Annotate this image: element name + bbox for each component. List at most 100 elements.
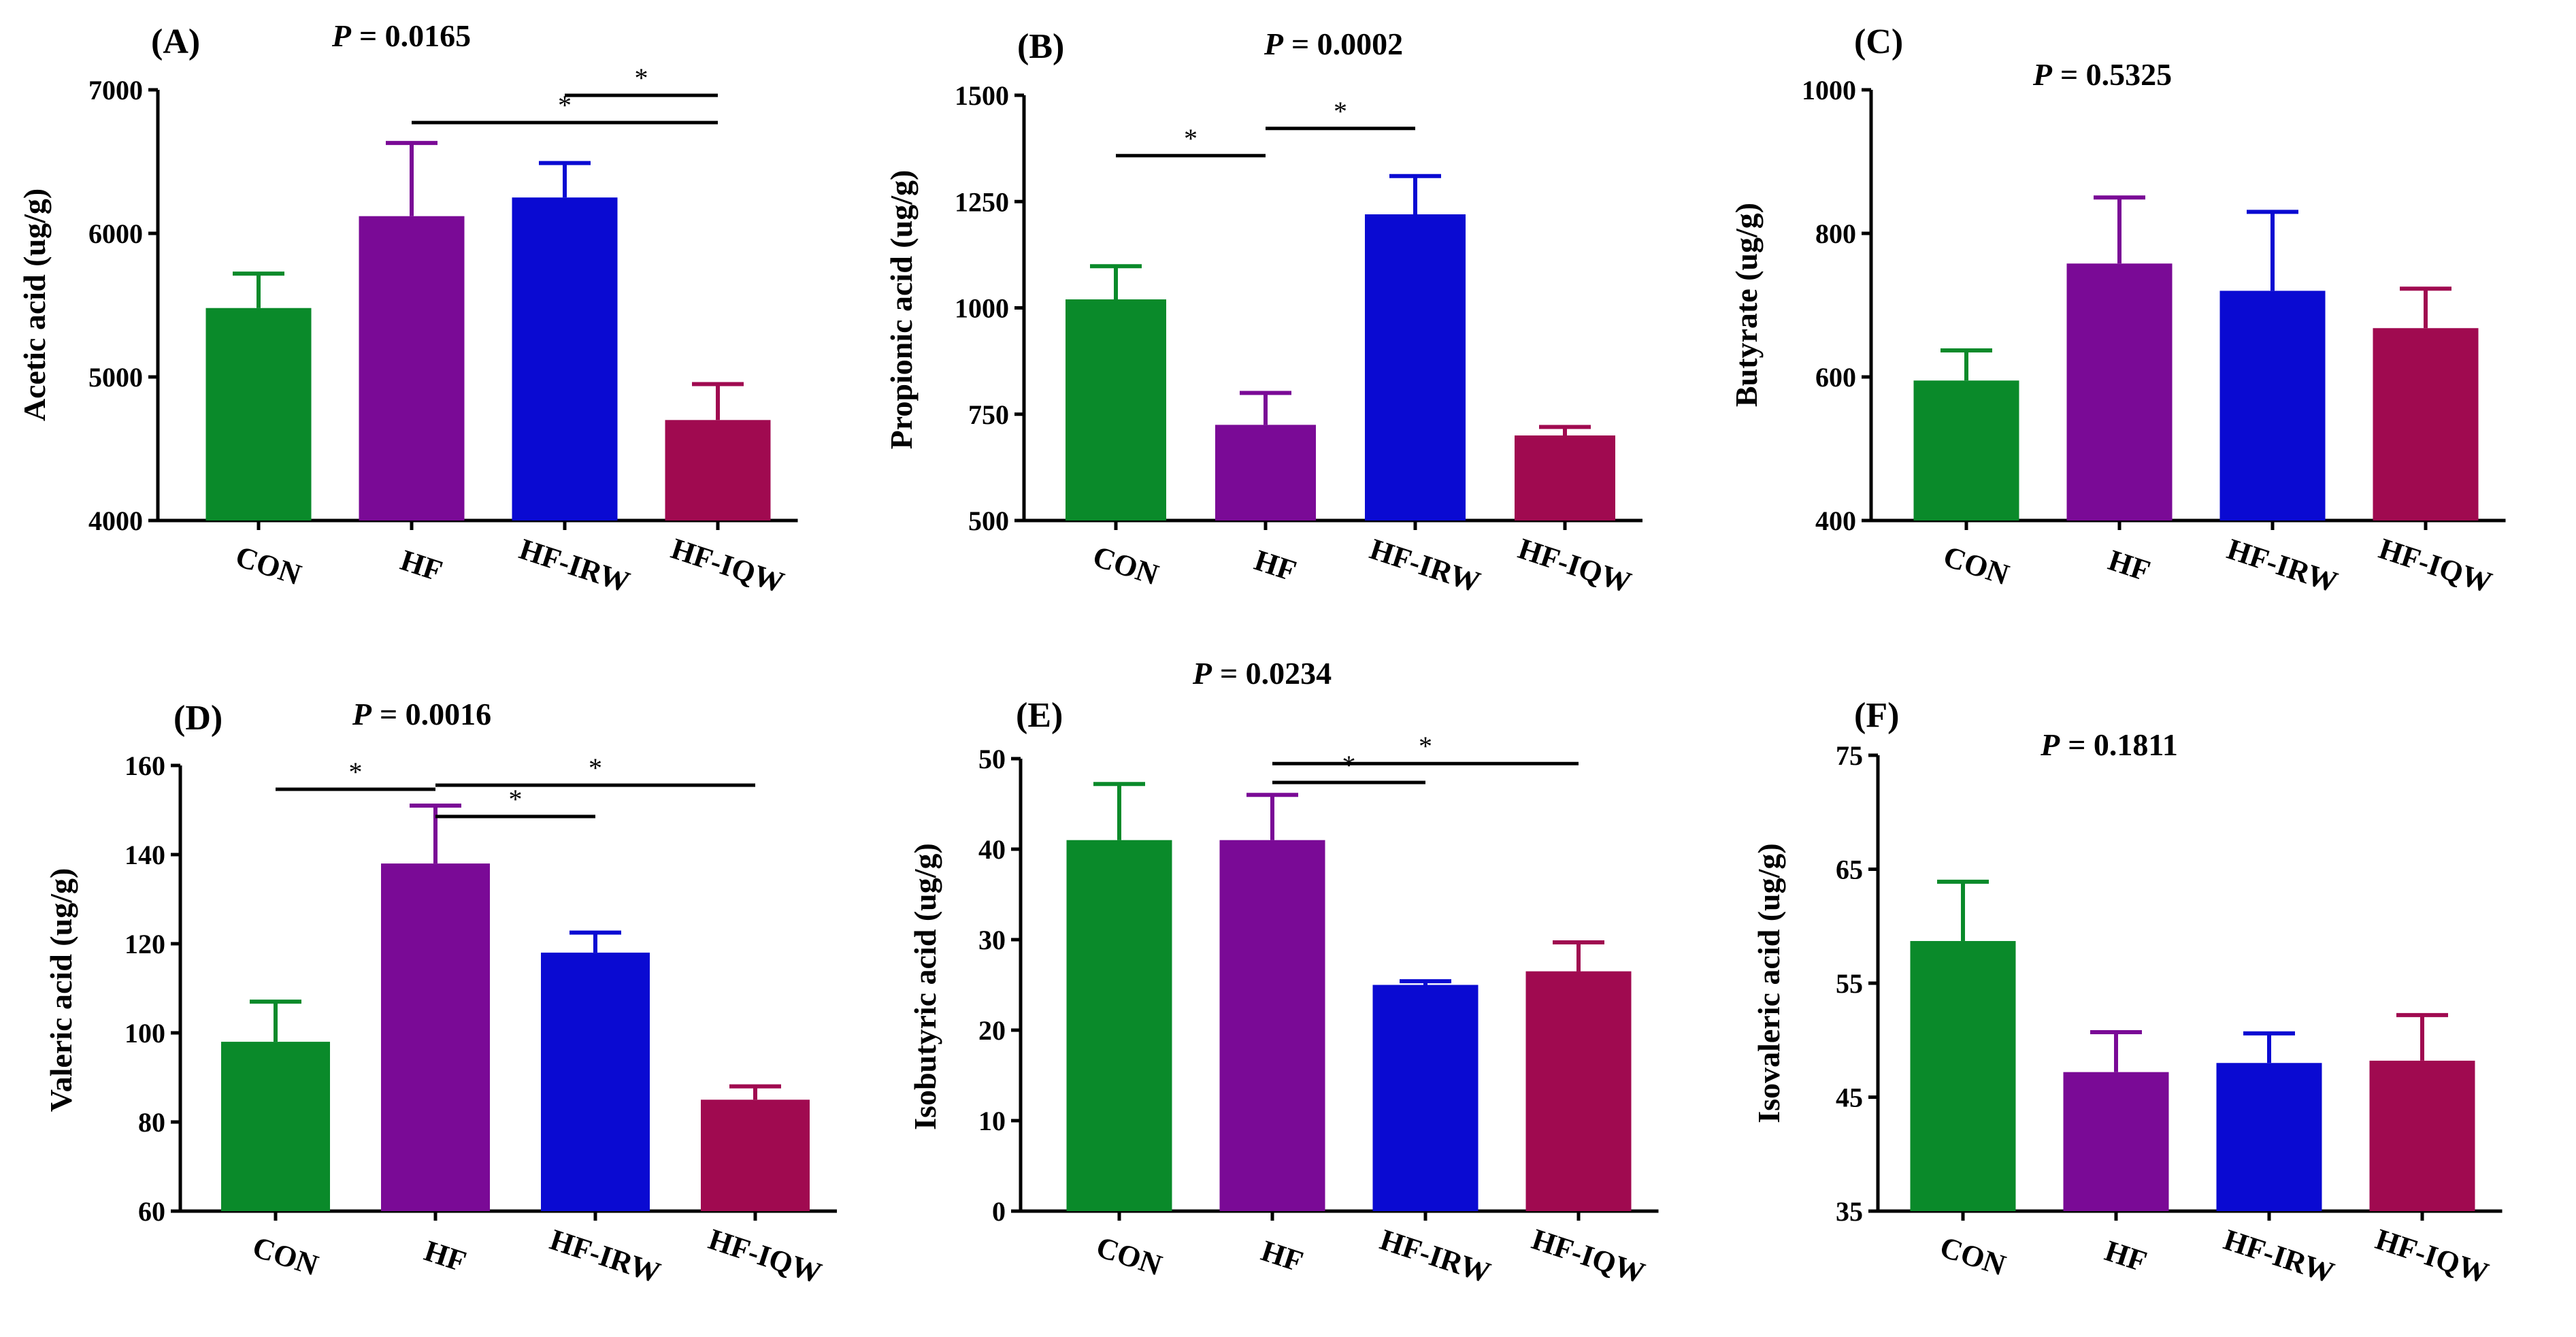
y-tick-label: 1000	[1802, 75, 1856, 105]
significance-star: *	[509, 784, 523, 814]
p-value: P = 0.1811	[2040, 727, 2178, 762]
y-tick-label: 140	[125, 840, 165, 870]
bar-hf-irw	[2219, 291, 2326, 521]
category-label: HF-IQW	[1528, 1222, 1649, 1289]
panel-label: (C)	[1854, 22, 1903, 61]
category-label: HF-IRW	[546, 1223, 664, 1289]
bar-hf-iqw	[2373, 328, 2479, 521]
panel-label: (D)	[174, 699, 222, 738]
y-tick-label: 20	[978, 1015, 1006, 1046]
bar-hf	[381, 863, 490, 1211]
y-tick-label: 45	[1836, 1083, 1863, 1113]
panel-c: (C) P = 0.5325 Butyrate (ug/g) 400 600 800 1000…	[1729, 22, 2506, 599]
p-value-number: = 0.0016	[380, 697, 491, 731]
p-label: P	[1264, 27, 1284, 61]
bar-con	[205, 308, 312, 521]
p-value-number: = 0.0165	[359, 18, 471, 53]
y-tick-label: 1000	[955, 293, 1009, 324]
p-label: P	[352, 697, 372, 731]
y-tick-label: 600	[1815, 362, 1856, 393]
panel-d: (D) P = 0.0016 Valeric acid (ug/g) 60 80 100 12…	[44, 697, 837, 1290]
category-label: HF-IQW	[2372, 1222, 2493, 1289]
panel-label: (F)	[1854, 696, 1899, 735]
y-tick-label: 7000	[88, 75, 143, 105]
bar-hf-irw	[1372, 985, 1479, 1211]
y-tick-label: 10	[978, 1106, 1006, 1136]
bar-hf-iqw	[1515, 435, 1615, 521]
p-value-number: = 0.0234	[1220, 656, 1332, 691]
y-tick-label: 5000	[88, 362, 143, 393]
significance-star: *	[1184, 123, 1198, 154]
significance-star: *	[589, 753, 602, 783]
y-tick-label: 30	[978, 925, 1006, 955]
y-tick-label: 1500	[955, 80, 1009, 111]
category-label: HF	[2104, 543, 2154, 587]
bar-hf-irw	[541, 953, 650, 1211]
y-tick-label: 800	[1815, 218, 1856, 249]
significance-star: *	[558, 90, 572, 120]
category-label: CON	[1939, 540, 2013, 592]
significance-star: *	[349, 757, 363, 787]
p-value: P = 0.0002	[1264, 27, 1403, 61]
bar-hf-iqw	[665, 420, 771, 521]
panel-e: (E) P = 0.0234 Isobutyric acid (ug/g) 0 10 20 3…	[908, 656, 1659, 1290]
p-value: P = 0.0016	[352, 697, 491, 731]
category-label: CON	[1092, 1230, 1166, 1283]
y-axis-label: Propionic acid (ug/g)	[884, 170, 919, 450]
category-label: CON	[231, 540, 305, 592]
panel-label: (A)	[151, 22, 200, 61]
y-tick-label: 65	[1836, 855, 1863, 885]
category-label: HF	[420, 1234, 470, 1278]
significance-star: *	[635, 63, 648, 93]
significance-star: *	[1334, 96, 1347, 127]
significance-star: *	[1342, 750, 1356, 780]
bar-con	[1066, 840, 1172, 1211]
category-label: HF-IRW	[2223, 532, 2341, 599]
p-value-number: = 0.5325	[2060, 57, 2172, 92]
panel-label: (E)	[1016, 696, 1063, 735]
bar-hf	[359, 216, 465, 521]
bar-hf	[2063, 1072, 2169, 1211]
bar-hf-iqw	[2369, 1060, 2475, 1211]
category-label: HF	[397, 543, 446, 587]
y-tick-label: 500	[968, 506, 1009, 536]
category-label: CON	[1089, 540, 1162, 592]
y-axis-label: Isobutyric acid (ug/g)	[908, 843, 942, 1130]
y-axis-label: Isovaleric acid (ug/g)	[1751, 843, 1786, 1123]
y-tick-label: 400	[1815, 506, 1856, 536]
bar-hf-iqw	[1525, 971, 1632, 1211]
category-label: HF-IQW	[667, 531, 789, 599]
y-tick-label: 120	[125, 929, 165, 959]
y-axis-label: Valeric acid (ug/g)	[44, 868, 78, 1112]
category-label: HF-IQW	[2375, 531, 2496, 599]
y-tick-label: 4000	[88, 506, 143, 536]
panel-b: (B) P = 0.0002 Propionic acid (ug/g) 500 750 1…	[884, 27, 1642, 599]
bar-hf-iqw	[701, 1100, 810, 1211]
y-tick-label: 6000	[88, 218, 143, 249]
y-axis-label: Butyrate (ug/g)	[1729, 203, 1764, 407]
p-value: P = 0.5325	[2032, 57, 2172, 92]
category-label: HF	[1257, 1234, 1307, 1278]
p-value: P = 0.0234	[1192, 656, 1332, 691]
y-tick-label: 0	[992, 1196, 1006, 1227]
y-tick-label: 60	[138, 1196, 165, 1227]
p-label: P	[1192, 656, 1212, 691]
category-label: HF-IQW	[705, 1222, 826, 1289]
panel-a: (A) P = 0.0165 Acetic acid (ug/g) 4000 5000 60…	[17, 18, 798, 599]
bar-hf-irw	[2216, 1063, 2322, 1211]
panel-f: (F) P = 0.1811 Isovaleric acid (ug/g) 35 45 55…	[1751, 696, 2503, 1290]
bar-hf-irw	[512, 197, 618, 521]
y-tick-label: 55	[1836, 968, 1863, 999]
bar-hf	[1215, 425, 1316, 521]
p-value-number: = 0.1811	[2068, 727, 2178, 762]
category-label: HF-IRW	[1366, 532, 1484, 599]
p-label: P	[2040, 727, 2060, 762]
category-label: HF	[1251, 543, 1300, 587]
bar-con	[221, 1042, 330, 1211]
bar-con	[1910, 941, 2016, 1211]
category-label: HF-IQW	[1515, 531, 1636, 599]
p-label: P	[331, 18, 352, 53]
y-tick-label: 75	[1836, 740, 1863, 771]
category-label: CON	[1936, 1230, 2009, 1283]
p-label: P	[2032, 57, 2053, 92]
